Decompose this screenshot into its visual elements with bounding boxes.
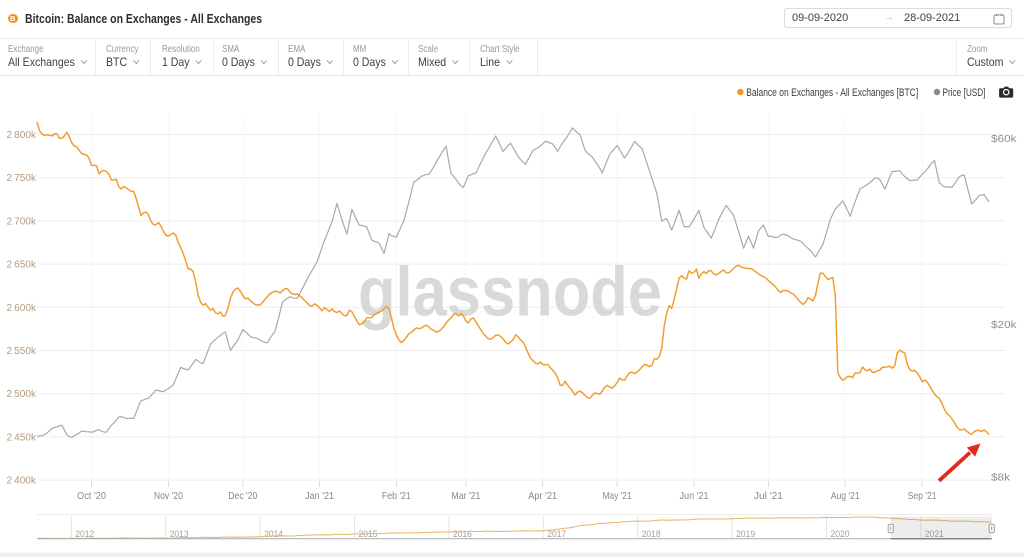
svg-text:2013: 2013 xyxy=(170,529,189,539)
svg-text:May '21: May '21 xyxy=(603,491,632,502)
svg-text:$20k: $20k xyxy=(991,320,1018,331)
svg-text:2014: 2014 xyxy=(264,529,283,539)
svg-text:Apr '21: Apr '21 xyxy=(528,491,557,502)
svg-text:2 500k: 2 500k xyxy=(7,389,38,400)
svg-text:2020: 2020 xyxy=(831,529,850,539)
svg-text:2016: 2016 xyxy=(453,529,472,539)
svg-text:$60k: $60k xyxy=(991,134,1018,145)
svg-text:Jul '21: Jul '21 xyxy=(754,491,783,502)
svg-text:2 750k: 2 750k xyxy=(7,173,38,184)
svg-text:2 700k: 2 700k xyxy=(7,216,38,227)
svg-text:Sep '21: Sep '21 xyxy=(908,491,937,502)
svg-text:Mar '21: Mar '21 xyxy=(451,491,480,502)
svg-text:2 550k: 2 550k xyxy=(7,346,38,357)
svg-text:2 800k: 2 800k xyxy=(7,130,38,141)
svg-text:2 400k: 2 400k xyxy=(7,476,38,487)
svg-text:Jan '21: Jan '21 xyxy=(305,491,334,502)
svg-text:2021: 2021 xyxy=(925,529,944,539)
svg-text:2019: 2019 xyxy=(736,529,755,539)
svg-text:Jun '21: Jun '21 xyxy=(680,491,709,502)
svg-text:Balance on Exchanges - All Exc: Balance on Exchanges - All Exchanges [BT… xyxy=(746,87,918,99)
svg-text:Price [USD]: Price [USD] xyxy=(943,87,986,99)
svg-text:2012: 2012 xyxy=(75,529,94,539)
svg-text:Nov '20: Nov '20 xyxy=(154,491,183,502)
svg-text:2 600k: 2 600k xyxy=(7,303,38,314)
svg-text:glassnode: glassnode xyxy=(358,253,662,331)
svg-text:Feb '21: Feb '21 xyxy=(382,491,411,502)
svg-text:2 650k: 2 650k xyxy=(7,260,38,271)
svg-text:2 450k: 2 450k xyxy=(7,432,38,443)
svg-text:2018: 2018 xyxy=(642,529,661,539)
svg-text:$8k: $8k xyxy=(991,473,1011,484)
svg-text:Oct '20: Oct '20 xyxy=(77,491,106,502)
svg-text:Aug '21: Aug '21 xyxy=(831,491,860,502)
svg-text:Dec '20: Dec '20 xyxy=(228,491,257,502)
svg-text:2017: 2017 xyxy=(547,529,566,539)
